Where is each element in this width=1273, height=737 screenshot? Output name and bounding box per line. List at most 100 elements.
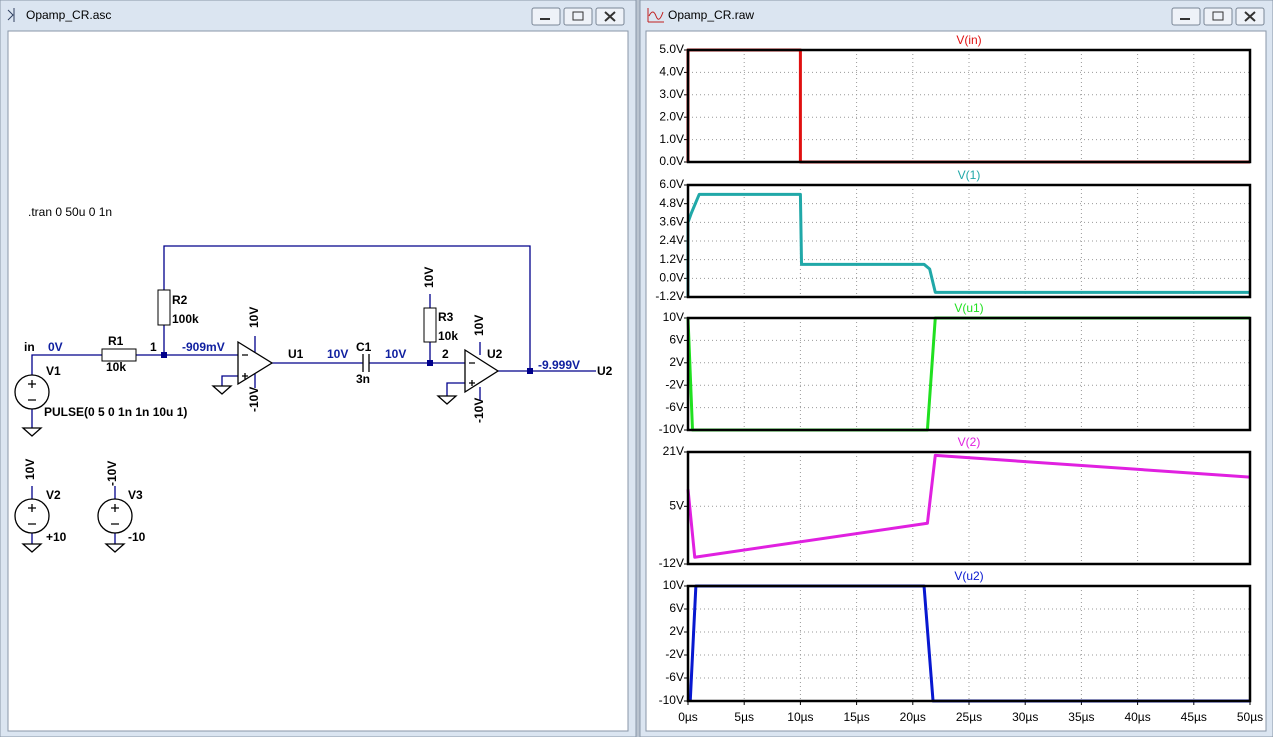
y-tick-label: 3.0V	[659, 87, 684, 101]
component-name: V2	[46, 488, 61, 502]
ground	[436, 395, 458, 405]
resistor	[423, 307, 437, 343]
node-voltage: -909mV	[182, 340, 225, 354]
y-tick-label: 2V	[669, 355, 684, 369]
window-title: Opamp_CR.asc	[26, 8, 111, 22]
resistor	[101, 348, 137, 362]
y-tick-label: 6V	[669, 333, 684, 347]
waveform-plot: V(in) 0.0V 1.0V 2.0V 3.0V 4.0V 5.0V	[659, 33, 1252, 168]
minimize-button[interactable]	[1171, 7, 1201, 26]
component-value: 3n	[356, 372, 370, 386]
restore-button[interactable]	[563, 7, 593, 26]
resistor	[157, 289, 171, 326]
component-name: U1	[288, 347, 304, 361]
opamp-pins	[469, 362, 475, 386]
component-name: V1	[46, 364, 61, 378]
chart-title: V(u1)	[954, 301, 983, 315]
restore-icon	[1212, 11, 1224, 21]
chart-title: V(in)	[956, 33, 981, 47]
close-icon	[604, 11, 616, 22]
component-value: -10	[128, 530, 146, 544]
plot-border	[686, 48, 1252, 164]
component-value: 10k	[106, 360, 126, 374]
y-tick-label: 1.0V	[659, 132, 684, 146]
wire	[163, 245, 531, 371]
x-tick-label: 50µs	[1237, 710, 1263, 724]
minimize-icon	[540, 18, 550, 20]
y-tick-label: 2.0V	[659, 109, 684, 123]
supply-label: -10V	[472, 398, 486, 423]
x-tick-label: 25µs	[956, 710, 982, 724]
plot-area	[688, 586, 1250, 701]
component-value: PULSE(0 5 0 1n 1n 10u 1)	[44, 405, 187, 419]
y-tick-label: -6V	[665, 670, 684, 684]
node-voltage: 10V	[327, 347, 348, 361]
schematic-canvas	[7, 30, 629, 732]
x-tick-label: 10µs	[787, 710, 813, 724]
plot-border	[686, 450, 1252, 566]
component-name: U2	[487, 347, 503, 361]
restore-icon	[572, 11, 584, 21]
supply-label: 10V	[247, 307, 261, 328]
net-label: U2	[597, 364, 613, 378]
component-name: R1	[108, 334, 124, 348]
node-voltage: -9.999V	[538, 358, 580, 372]
y-tick-label: 5.0V	[659, 42, 684, 56]
net-label: in	[24, 340, 35, 354]
window-icon	[7, 8, 15, 22]
x-tick-label: 30µs	[1012, 710, 1038, 724]
waveform-plot: V(u1) -10V -6V -2V 2V 6V 10V	[659, 301, 1252, 436]
opamp	[464, 348, 500, 394]
y-tick-label: 1.2V	[659, 252, 684, 266]
y-tick-label: -10V	[659, 422, 684, 436]
y-tick-label: -12V	[659, 556, 684, 570]
component-value: 100k	[172, 312, 199, 326]
supply-label: 10V	[472, 315, 486, 336]
component-value: 10k	[438, 329, 458, 343]
window-title: Opamp_CR.raw	[668, 8, 754, 22]
y-tick-label: 2V	[669, 624, 684, 638]
y-tick-label: 2.4V	[659, 233, 684, 247]
y-tick-label: 21V	[663, 444, 684, 458]
source-polarity	[28, 504, 36, 525]
chart-title: V(u2)	[954, 569, 983, 583]
window-icon	[647, 8, 664, 23]
y-tick-label: -2V	[665, 647, 684, 661]
window-buttons[interactable]	[531, 7, 625, 26]
capacitor	[362, 354, 370, 372]
supply-label: 10V	[23, 459, 37, 480]
waveform-plot: V(1) -1.2V 0.0V 1.2V 2.4V 3.6V 4.8V 6.0V	[655, 168, 1252, 303]
voltage-source	[14, 498, 50, 534]
component-name: V3	[128, 488, 143, 502]
ground	[21, 543, 43, 553]
y-tick-label: 0.0V	[659, 271, 684, 285]
ground	[21, 427, 43, 437]
opamp-pins	[242, 354, 248, 379]
ground	[104, 543, 126, 553]
y-tick-label: 0.0V	[659, 154, 684, 168]
y-tick-label: -6V	[665, 400, 684, 414]
wire	[446, 382, 465, 396]
node-voltage: 10V	[385, 347, 406, 361]
minimize-button[interactable]	[531, 7, 561, 26]
x-tick-label: 45µs	[1181, 710, 1207, 724]
plot-border	[686, 584, 1252, 703]
y-tick-label: 6V	[669, 601, 684, 615]
window-buttons[interactable]	[1171, 7, 1265, 26]
component-name: C1	[356, 340, 372, 354]
node-number: 2	[442, 347, 449, 361]
ground	[211, 385, 233, 395]
trace	[686, 453, 1251, 559]
opamp	[237, 340, 274, 386]
junction	[161, 352, 167, 358]
restore-button[interactable]	[1203, 7, 1233, 26]
y-tick-label: 4.8V	[659, 196, 684, 210]
minimize-icon	[1180, 18, 1190, 20]
waveform-plot: V(u2) -10V -6V -2V 2V 6V 10V 0µs 5µs 10µs 15µs 20µs…	[659, 569, 1263, 724]
plot-border	[686, 183, 1252, 299]
supply-label: -10V	[247, 387, 261, 412]
y-tick-label: -10V	[659, 693, 684, 707]
component-value: +10	[46, 530, 67, 544]
source-polarity	[111, 504, 119, 525]
